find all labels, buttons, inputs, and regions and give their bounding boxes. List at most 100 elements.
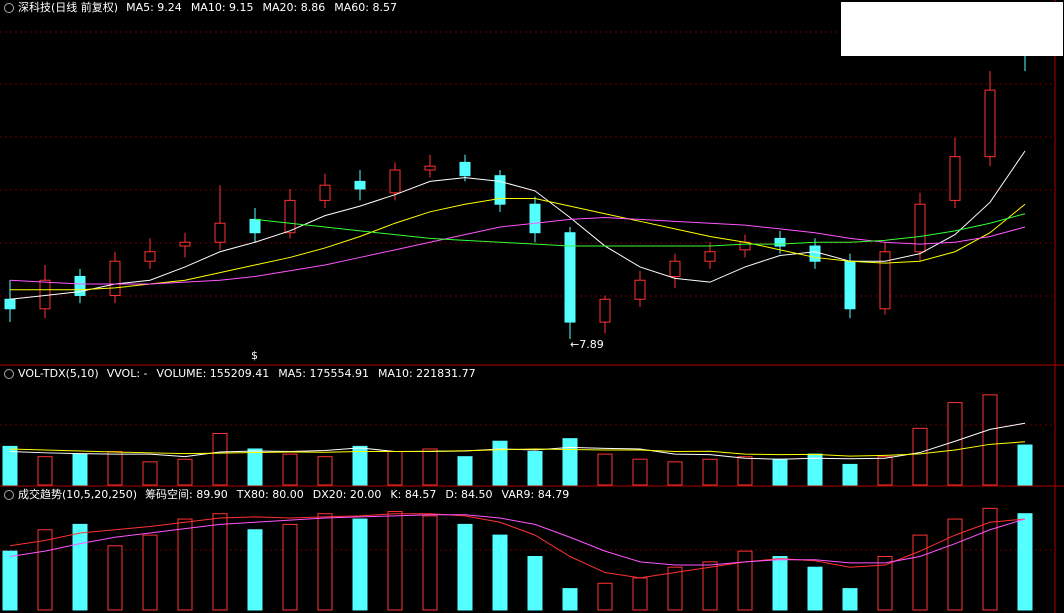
bar [877,556,893,611]
watermark-site: 股海网 [846,7,903,30]
bar [702,561,718,611]
ma-line [9,422,1026,460]
ma-line [9,513,1026,579]
bar [842,463,858,486]
bar [562,588,578,611]
bar [877,456,893,486]
legend-entry: MA10: 9.15 [191,1,254,14]
bar [457,523,473,611]
bar [282,523,298,611]
bar [492,534,508,611]
bar [632,577,648,611]
bar [597,453,613,486]
legend-entry: MA10: 221831.77 [378,367,476,380]
candle-body [669,260,681,277]
legend-entry: MA5: 9.24 [126,1,182,14]
bar [177,518,193,611]
watermark-slogan: 股票软件资源分享 [914,10,1042,28]
candle-body [144,251,156,262]
candle-body [179,241,191,247]
candle-body [949,156,961,201]
ma-line [9,514,1026,566]
ma-line [10,198,1026,291]
bar [807,566,823,611]
bar [947,402,963,486]
candle-body [459,161,471,177]
candle-body [39,279,51,310]
annotation: ←7.89 [570,338,604,351]
candle-body [529,203,541,234]
bar [772,458,788,486]
bar [772,556,788,611]
bar [317,456,333,486]
bar [107,545,123,611]
bar [702,458,718,486]
grid [0,31,1055,551]
bar [247,448,263,486]
bar [1017,444,1033,486]
candle-body [424,165,436,171]
legend-entry: VOLUME: 155209.41 [157,367,270,380]
candle-body [914,203,926,253]
bar [912,427,928,486]
bar [72,523,88,611]
candle-body [704,251,716,262]
ma-line [9,441,1026,457]
bar [457,456,473,486]
bar [387,511,403,611]
bar [1017,513,1033,611]
legend-entry: DX20: 20.00 [313,488,382,501]
candle-body [249,218,261,234]
legend-entry: MA20: 8.86 [263,1,326,14]
bar [947,518,963,611]
bar [212,513,228,611]
candle-body [109,260,121,296]
watermark-box [841,2,1063,56]
bar [422,448,438,486]
candle-body [599,298,611,323]
bar [667,461,683,486]
candle-body [774,237,786,247]
legend-entry: MA5: 175554.91 [278,367,369,380]
candle-body [844,260,856,310]
bar [842,588,858,611]
bar [352,518,368,611]
ma-line [9,217,1026,285]
bar [737,550,753,611]
bar [982,394,998,486]
candle-body [494,175,506,205]
bar [107,451,123,486]
bar [177,458,193,486]
bar [387,451,403,486]
watermark-url: www.Guhai.com.cn [846,31,1050,53]
watermark: 股海网 股票软件资源分享 www.Guhai.com.cn [841,2,1063,56]
bar [352,445,368,486]
bar [2,445,18,486]
bar [212,433,228,486]
bar [37,529,53,611]
legend-entry: 筹码空间: 89.90 [145,487,228,501]
candle-body [74,275,86,296]
bar [142,461,158,486]
bar [982,507,998,611]
bar [562,438,578,486]
candle-body [4,298,16,310]
candle-body [634,279,646,300]
legend-entry: VVOL: - [107,367,148,380]
legend-entry: D: 84.50 [445,488,492,501]
bar [912,534,928,611]
panel-title: 深科技(日线 前复权) [18,0,118,14]
legend-entry: TX80: 80.00 [236,488,304,501]
bar [527,556,543,611]
bar [492,440,508,486]
candle-body [284,199,296,234]
candle-body [319,184,331,201]
panel-title: VOL-TDX(5,10) [18,367,99,380]
panel-icon [4,490,14,500]
candle-body [984,89,996,158]
bar [527,451,543,486]
bar [72,453,88,486]
candle-body [214,222,226,243]
candle-body [389,169,401,194]
